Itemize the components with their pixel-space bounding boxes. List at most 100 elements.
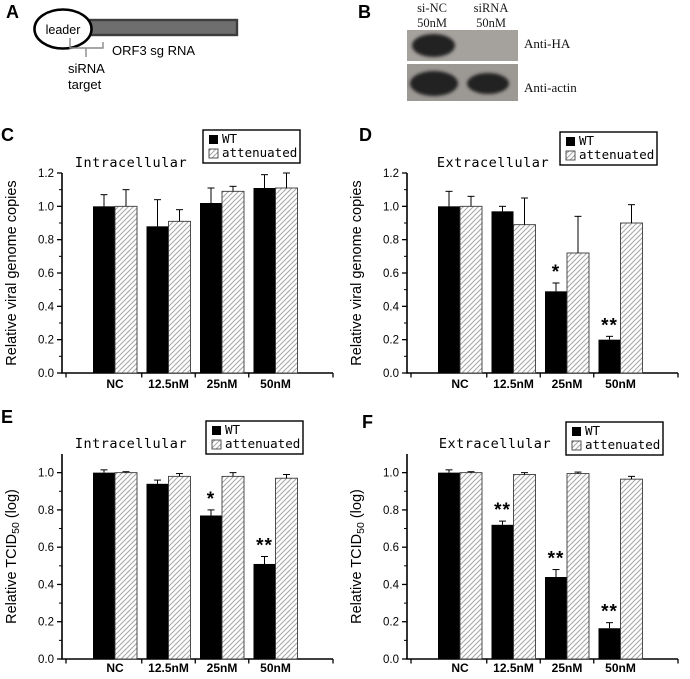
lane-1-dose: 50nM xyxy=(417,16,447,30)
lane-label-1: si-NC 50nM xyxy=(400,1,464,31)
y-tick-label: 0.6 xyxy=(383,542,399,554)
legend-swatch-wt xyxy=(209,135,218,144)
chart-panel-e: E 0.0 0.2 0.4 0.6 0.8 1.0 NC 12.5nM 25nM 50nM * ** I… xyxy=(0,405,345,679)
bar-attenuated-25nM xyxy=(221,190,245,374)
y-tick-label: 0.8 xyxy=(38,505,54,517)
y-tick-label: 1.0 xyxy=(383,468,399,480)
bar-attenuated-12.5nM xyxy=(168,220,191,374)
legend-label-wt: WT xyxy=(222,131,238,146)
genome-bar xyxy=(87,18,239,37)
bar-WT-NC xyxy=(93,206,115,373)
y-tick-label: 0.0 xyxy=(38,654,54,666)
bar-WT-12.5nM xyxy=(491,524,514,659)
bar-attenuated-12.5nM xyxy=(168,475,191,660)
x-category-label: 25nM xyxy=(207,661,238,675)
y-tick-label: 0.6 xyxy=(383,268,399,280)
y-tick-label: 0.8 xyxy=(383,235,399,247)
chart-svg-e: 0.00.20.40.60.81.0NC 12.5nM 25nM 50nM***Int… xyxy=(4,420,334,675)
x-category-label: 25nM xyxy=(207,377,238,391)
significance-marker: ** xyxy=(256,536,273,557)
legend-label-wt: WT xyxy=(585,423,601,438)
bar-attenuated-25nM xyxy=(221,475,245,660)
x-category-label: 50nM xyxy=(605,661,636,675)
lane-label-2: siRNA 50nM xyxy=(459,1,523,31)
legend-label-attenuated: attenuated xyxy=(579,147,654,162)
y-tick-label: 1.0 xyxy=(38,468,54,480)
bar-attenuated-50nM xyxy=(620,478,643,660)
chart-panel-d: D 0.0 0.2 0.4 0.6 0.8 1.0 1.2 NC 12.5nM 25nM 50nM *… xyxy=(345,120,690,405)
y-tick-label: 1.2 xyxy=(383,168,399,180)
bar-attenuated-NC xyxy=(459,472,483,660)
legend-swatch-attenuated xyxy=(211,439,222,450)
blot-anti-actin xyxy=(407,64,518,101)
sirna-target-label-line1: siRNA xyxy=(68,61,105,76)
legend-swatch-wt xyxy=(566,137,575,146)
bar-WT-50nM xyxy=(253,563,276,659)
blot-anti-ha xyxy=(407,30,518,61)
x-category-label: 12.5nM xyxy=(493,661,534,675)
band-actin-lane1 xyxy=(410,71,458,96)
significance-marker: ** xyxy=(494,500,511,521)
y-tick-label: 0.8 xyxy=(383,505,399,517)
significance-marker: * xyxy=(207,489,215,510)
bar-WT-25nM xyxy=(200,515,222,659)
chart-svg-c: 0.0 0.2 0.4 0.6 0.8 1.0 1.2 NC 12.5nM 25nM 50nM Int… xyxy=(4,129,334,391)
chart-title: Extracellular xyxy=(439,436,551,452)
panel-label-c: C xyxy=(1,125,14,145)
bar-attenuated-50nM xyxy=(620,222,643,374)
legend-label-attenuated: attenuated xyxy=(585,437,660,452)
x-category-label: 50nM xyxy=(260,661,291,675)
x-category-label: 25nM xyxy=(552,377,583,391)
bar-WT-NC xyxy=(93,472,115,659)
legend-swatch-attenuated xyxy=(565,150,576,161)
y-tick-label: 0.2 xyxy=(38,617,54,629)
y-tick-label: 1.2 xyxy=(38,168,54,180)
bar-WT-50nM xyxy=(253,188,276,373)
bar-WT-NC xyxy=(438,472,460,659)
bar-attenuated-NC xyxy=(459,205,483,374)
y-axis-label: Relative viral genome copies xyxy=(4,180,20,365)
y-axis-label: Relative TCID50 (log) xyxy=(349,489,367,624)
bar-attenuated-50nM xyxy=(275,477,298,660)
y-tick-label: 0.4 xyxy=(383,579,400,591)
leader-ellipse xyxy=(33,8,93,50)
y-axis-label: Relative TCID50 (log) xyxy=(4,489,22,624)
chart-title: Extracellular xyxy=(437,155,549,171)
legend-label-wt: WT xyxy=(225,422,241,437)
y-tick-label: 0.4 xyxy=(38,579,55,591)
legend-label-attenuated: attenuated xyxy=(225,436,300,451)
bar-attenuated-12.5nM xyxy=(513,224,536,374)
x-category-label: NC xyxy=(451,377,469,391)
y-tick-label: 0.4 xyxy=(38,301,55,313)
y-tick-label: 1.0 xyxy=(383,201,399,213)
orf3-diagram-svg: leader ORF3 sg RNA siRNA target xyxy=(33,8,239,92)
leader-label: leader xyxy=(46,23,81,37)
lane-1-name: si-NC xyxy=(417,1,447,15)
sirna-target-label-line2: target xyxy=(68,77,102,92)
y-tick-label: 0.8 xyxy=(38,235,54,247)
lane-2-dose: 50nM xyxy=(476,16,506,30)
bar-WT-12.5nM xyxy=(146,483,169,659)
x-category-label: 12.5nM xyxy=(493,377,534,391)
legend-label-wt: WT xyxy=(579,133,595,148)
legend-swatch-wt xyxy=(572,427,581,436)
bar-WT-12.5nM xyxy=(491,211,514,373)
chart-svg-f: 0.0 0.2 0.4 0.6 0.8 1.0 NC 12.5nM 25nM 50nM ** ** **… xyxy=(349,421,679,675)
bar-WT-25nM xyxy=(545,577,567,659)
bar-attenuated-NC xyxy=(114,205,138,374)
y-tick-label: 0.0 xyxy=(38,368,54,380)
y-tick-label: 1.0 xyxy=(38,201,54,213)
y-tick-label: 0.6 xyxy=(38,268,54,280)
legend-box xyxy=(565,421,664,456)
chart-title: Intracellular xyxy=(75,436,187,452)
chart-panel-c: C 0.0 0.2 0.4 0.6 0.8 1.0 1.2 NC 12.5nM 25nM 50nM I… xyxy=(0,120,345,405)
antibody-label-anti-actin: Anti-actin xyxy=(524,80,577,95)
orf3-sgrna-label: ORF3 sg RNA xyxy=(112,43,195,58)
y-axis-label: Relative viral genome copies xyxy=(349,180,365,365)
legend-box xyxy=(559,131,658,166)
bar-attenuated-50nM xyxy=(275,187,298,374)
band-actin-lane2 xyxy=(467,73,509,94)
legend-box xyxy=(202,129,301,164)
x-category-label: NC xyxy=(451,661,469,675)
